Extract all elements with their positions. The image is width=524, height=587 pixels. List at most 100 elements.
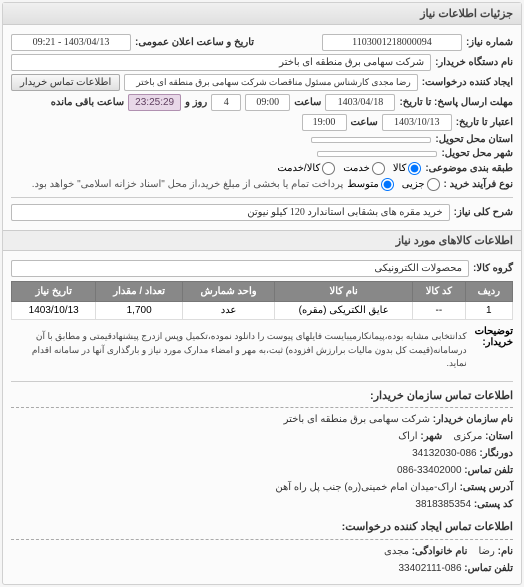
buyer-label: نام دستگاه خریدار: <box>435 57 513 68</box>
contact-org: نام سازمان خریدار: شرکت سهامی برق منطقه … <box>11 412 513 428</box>
contact-postal-label: کد پستی: <box>474 499 513 510</box>
contact-title: اطلاعات تماس سازمان خریدار: <box>11 388 513 409</box>
contact-address: آدرس پستی: اراک-میدان امام خمینی(ره) جنب… <box>11 480 513 496</box>
td-code: -- <box>413 302 466 320</box>
class-service-label: خدمت <box>343 163 370 174</box>
contact-province-label: استان: <box>485 431 513 442</box>
contact-fax-value: 086-34132030 <box>412 448 477 459</box>
creator-phone-value: 086-33402111 <box>398 563 461 574</box>
remain-label: روز و <box>185 97 207 108</box>
desc-value: خرید مقره های بشقابی استاندارد 120 کیلو … <box>11 204 450 221</box>
validity-time-label: ساعت <box>351 117 378 128</box>
announce-date-label: تاریخ و ساعت اعلان عمومی: <box>135 37 254 48</box>
city-label: شهر محل تحویل: <box>441 148 513 159</box>
creator-lastname-label: نام خانوادگی: <box>412 546 468 557</box>
contact-postal: کد پستی: 3818385354 <box>11 497 513 513</box>
row-creator: ایجاد کننده درخواست: رضا مجدی کارشناس مس… <box>11 74 513 91</box>
creator-contact-title: اطلاعات تماس ایجاد کننده درخواست: <box>11 519 513 540</box>
purchase-radio-group: جزیی متوسط <box>347 178 439 191</box>
contact-section: اطلاعات تماس سازمان خریدار: نام سازمان خ… <box>11 388 513 577</box>
class-radio-service[interactable]: خدمت <box>343 162 385 175</box>
creator-value: رضا مجدی کارشناس مسئول مناقصات شرکت سهام… <box>124 74 417 91</box>
deadline-date-value: 1403/04/18 <box>325 94 395 111</box>
city-value <box>317 151 437 157</box>
contact-phone-value: 33402000-086 <box>397 465 462 476</box>
contact-org-label: نام سازمان خریدار: <box>433 414 513 425</box>
items-table: ردیف کد کالا نام کالا واحد شمارش تعداد /… <box>11 281 513 320</box>
td-name: عایق الکتریکی (مقره) <box>275 302 413 320</box>
row-province: استان محل تحویل: <box>11 134 513 145</box>
days-value: 4 <box>211 94 241 111</box>
row-deadline: مهلت ارسال پاسخ: تا تاریخ: 1403/04/18 سا… <box>11 94 513 111</box>
class-radio-goodsservice[interactable]: کالا/خدمت <box>277 162 335 175</box>
validity-date-value: 1403/10/13 <box>382 114 452 131</box>
creator-phone-label: تلفن تماس: <box>464 563 513 574</box>
announce-date-value: 1403/04/13 - 09:21 <box>11 34 131 51</box>
class-radio-service-input[interactable] <box>372 162 385 175</box>
contact-city-label: شهر: <box>420 431 442 442</box>
table-row: 1 -- عایق الکتریکی (مقره) عدد 1,700 1403… <box>12 302 513 320</box>
purchase-radio-medium[interactable]: متوسط <box>347 178 393 191</box>
purchase-type-label: نوع فرآیند خرید : <box>444 179 513 190</box>
th-name: نام کالا <box>275 282 413 302</box>
td-unit: عدد <box>182 302 274 320</box>
purchase-note: پرداخت تمام یا بخشی از مبلغ خرید،از محل … <box>32 179 344 190</box>
remain-label2: ساعت باقی مانده <box>51 97 124 108</box>
th-qty: تعداد / مقدار <box>96 282 183 302</box>
table-header-row: ردیف کد کالا نام کالا واحد شمارش تعداد /… <box>12 282 513 302</box>
group-label: گروه کالا: <box>473 263 513 274</box>
class-radio-goods[interactable]: کالا <box>393 162 422 175</box>
group-value: محصولات الکترونیکی <box>11 260 469 277</box>
notes-text: کدانتخابی مشابه بوده،پیمانکارمیبایست فای… <box>11 326 467 375</box>
class-goods-label: کالا <box>393 163 407 174</box>
creator-lastname-value: مجدی <box>384 546 409 557</box>
row-buyer: نام دستگاه خریدار: شرکت سهامی برق منطقه … <box>11 54 513 71</box>
buyer-contact-button[interactable]: اطلاعات تماس خریدار <box>11 74 120 91</box>
notes-row: توضیحات خریدار: کدانتخابی مشابه بوده،پیم… <box>11 326 513 375</box>
row-purchase-type: نوع فرآیند خرید : جزیی متوسط پرداخت تمام… <box>11 178 513 191</box>
panel-title: جزئیات اطلاعات نیاز <box>3 3 521 25</box>
th-row: ردیف <box>465 282 512 302</box>
purchase-radio-minor[interactable]: جزیی <box>402 178 440 191</box>
class-label: طبقه بندی موضوعی: <box>425 163 513 174</box>
main-panel: جزئیات اطلاعات نیاز شماره نیاز: 11030012… <box>2 2 522 585</box>
desc-label: شرح کلی نیاز: <box>454 207 513 218</box>
contact-province-value: مرکزی <box>453 431 482 442</box>
contact-address-label: آدرس پستی: <box>460 482 513 493</box>
row-description: شرح کلی نیاز: خرید مقره های بشقابی استان… <box>11 204 513 221</box>
province-value <box>311 137 431 143</box>
notes-label: توضیحات خریدار: <box>471 326 513 348</box>
th-code: کد کالا <box>413 282 466 302</box>
th-date: تاریخ نیاز <box>12 282 96 302</box>
row-classification: طبقه بندی موضوعی: کالا خدمت کالا/خدمت <box>11 162 513 175</box>
class-radio-group: کالا خدمت کالا/خدمت <box>277 162 421 175</box>
validity-label: اعتبار تا تاریخ: <box>456 117 513 128</box>
th-unit: واحد شمارش <box>182 282 274 302</box>
contact-org-value: شرکت سهامی برق منطقه ای باختر <box>284 414 430 425</box>
class-radio-goodsservice-input[interactable] <box>322 162 335 175</box>
deadline-date-label: مهلت ارسال پاسخ: تا تاریخ: <box>399 97 513 108</box>
contact-city-value: اراک <box>398 431 417 442</box>
validity-time-value: 19:00 <box>302 114 347 131</box>
purchase-radio-medium-input[interactable] <box>381 178 394 191</box>
contact-fax-label: دورنگار: <box>479 448 513 459</box>
creator-name-value: رضا <box>478 546 494 557</box>
purchase-medium-label: متوسط <box>347 179 378 190</box>
creator-name-label: نام: <box>498 546 513 557</box>
province-label: استان محل تحویل: <box>435 134 513 145</box>
purchase-radio-minor-input[interactable] <box>427 178 440 191</box>
td-row: 1 <box>465 302 512 320</box>
class-radio-goods-input[interactable] <box>408 162 421 175</box>
td-date: 1403/10/13 <box>12 302 96 320</box>
items-body: گروه کالا: محصولات الکترونیکی ردیف کد کا… <box>3 251 521 584</box>
contact-fax: دورنگار: 086-34132030 <box>11 446 513 462</box>
row-validity: اعتبار تا تاریخ: 1403/10/13 ساعت 19:00 <box>11 114 513 131</box>
deadline-time-value: 09:00 <box>245 94 290 111</box>
contact-phone: تلفن تماس: 33402000-086 <box>11 463 513 479</box>
td-qty: 1,700 <box>96 302 183 320</box>
contact-postal-value: 3818385354 <box>415 499 471 510</box>
purchase-minor-label: جزیی <box>402 179 425 190</box>
deadline-time-label: ساعت <box>294 97 321 108</box>
contact-address-value: اراک-میدان امام خمینی(ره) جنب پل راه آهن <box>275 482 456 493</box>
request-no-value: 1103001218000094 <box>322 34 462 51</box>
